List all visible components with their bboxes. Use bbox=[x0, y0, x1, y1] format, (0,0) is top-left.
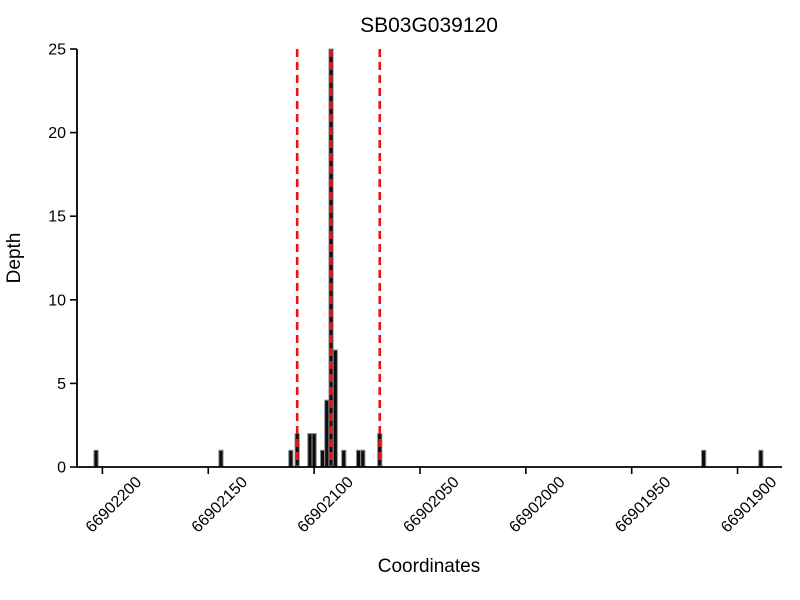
depth-bar bbox=[355, 449, 362, 468]
depth-bar bbox=[341, 449, 347, 468]
depth-bar bbox=[307, 433, 313, 468]
x-tick-label: 66901950 bbox=[612, 474, 674, 536]
depth-bar bbox=[332, 349, 338, 468]
y-tick-label: 5 bbox=[57, 376, 66, 393]
x-tick-label: 66902150 bbox=[189, 474, 251, 536]
gene-boundary-lines-layer bbox=[295, 49, 382, 467]
x-axis-label: Coordinates bbox=[378, 556, 480, 577]
depth-bar bbox=[377, 433, 383, 468]
y-tick-label: 25 bbox=[48, 42, 66, 59]
depth-bar bbox=[324, 399, 330, 468]
depth-bar bbox=[701, 449, 707, 468]
depth-bar bbox=[360, 449, 366, 468]
bars-layer bbox=[93, 48, 764, 468]
x-tick-label: 66901900 bbox=[718, 474, 780, 536]
axes-layer: 0 5 10 15 20 25 66902200 66902150 66902100 669020… bbox=[48, 42, 782, 536]
y-axis-label: Depth bbox=[4, 233, 25, 284]
depth-bar bbox=[288, 449, 294, 468]
y-tick-label: 10 bbox=[48, 292, 66, 309]
depth-bar bbox=[294, 433, 300, 468]
chart-title: SB03G039120 bbox=[360, 14, 498, 37]
depth-bar bbox=[758, 449, 764, 468]
x-tick-label: 66902200 bbox=[83, 474, 145, 536]
depth-bar bbox=[311, 433, 317, 468]
depth-bar bbox=[319, 449, 326, 468]
x-tick-label: 66902000 bbox=[506, 474, 568, 536]
x-tick-label: 66902100 bbox=[295, 474, 357, 536]
depth-bar bbox=[218, 449, 224, 468]
depth-bar bbox=[93, 449, 99, 468]
y-tick-label: 15 bbox=[48, 209, 66, 226]
y-tick-label: 0 bbox=[57, 460, 66, 477]
x-tick-label: 66902050 bbox=[400, 474, 462, 536]
y-tick-label: 20 bbox=[48, 125, 66, 142]
